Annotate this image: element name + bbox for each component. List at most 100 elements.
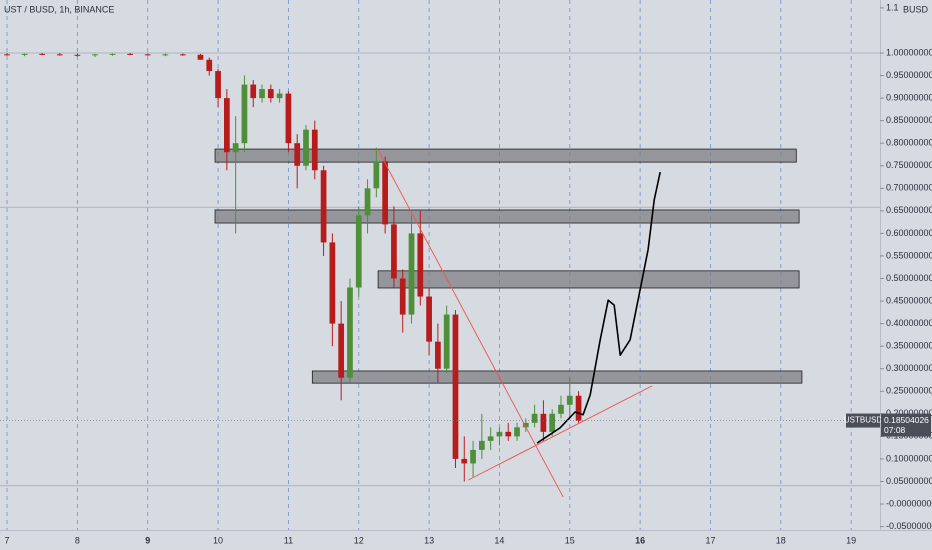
- y-tick-label: 0.75000000: [886, 160, 932, 170]
- candle-body: [373, 161, 380, 189]
- y-tick-label: 0.20000000: [886, 408, 932, 418]
- candle-body: [364, 188, 371, 216]
- y-tick-label: 1.1: [886, 2, 899, 12]
- candle-body: [426, 296, 432, 342]
- candle-body: [276, 93, 283, 99]
- candle-body: [180, 54, 186, 56]
- y-tick-label: 0.85000000: [886, 115, 932, 125]
- y-tick-label: 0.25000000: [886, 386, 932, 396]
- zone: [377, 270, 800, 289]
- y-tick-label: 0.70000000: [886, 183, 932, 193]
- currency-label: BUSD: [903, 4, 929, 14]
- candle-body: [399, 278, 406, 315]
- y-tick-label: 0.90000000: [886, 92, 932, 102]
- y-tick-label: 0.95000000: [886, 70, 932, 80]
- candle-body: [197, 54, 204, 60]
- candle-body: [549, 413, 556, 432]
- y-tick-label: 0.35000000: [886, 341, 932, 351]
- y-tick-label: 0.40000000: [886, 318, 932, 328]
- y-tick-label: 0.45000000: [886, 295, 932, 305]
- candle-body: [241, 84, 248, 144]
- candle-body: [478, 440, 485, 450]
- candle-body: [206, 59, 213, 72]
- candle-body: [531, 413, 538, 423]
- countdown-label: 07:08: [884, 425, 906, 435]
- candle-body: [382, 161, 388, 225]
- candle-body: [391, 224, 397, 279]
- x-tick-label: 11: [284, 535, 293, 545]
- zone: [214, 148, 797, 163]
- candle-body: [267, 89, 274, 99]
- candle-body: [21, 53, 28, 55]
- overlay: [0, 149, 880, 498]
- candle-body: [355, 215, 362, 288]
- candle-body: [285, 93, 292, 144]
- x-tick-label: 16: [635, 535, 645, 545]
- y-tick-label: 0.30000000: [886, 363, 932, 373]
- symbol-badge: [846, 413, 880, 428]
- trendline: [467, 385, 653, 481]
- candle-body: [514, 427, 520, 437]
- candle-body: [294, 143, 301, 166]
- candle-body: [522, 422, 529, 428]
- candle-body: [74, 54, 81, 56]
- candle-body: [347, 287, 353, 378]
- candle-body: [320, 170, 327, 243]
- candle-body: [496, 431, 503, 437]
- last-price-label: 0.18504026: [884, 415, 929, 425]
- candle-body: [566, 395, 573, 405]
- projection-curve: [536, 171, 661, 444]
- x-tick-label: 9: [145, 535, 150, 545]
- x-tick-label: 8: [75, 535, 80, 545]
- candle-body: [505, 431, 512, 437]
- candle-body: [127, 53, 133, 55]
- candle-body: [303, 129, 309, 166]
- y-tick-label: 0.10000000: [886, 453, 932, 463]
- candle-body: [558, 404, 564, 414]
- candle-body: [461, 458, 468, 464]
- y-tick-label: 0.80000000: [886, 138, 932, 148]
- chart-title: UST / BUSD, 1h, BINANCE: [4, 4, 114, 14]
- x-tick-label: 14: [494, 535, 504, 545]
- candle-body: [250, 84, 257, 99]
- candle-body: [470, 449, 476, 464]
- x-tick-label: 18: [776, 535, 786, 545]
- candle-body: [435, 341, 441, 369]
- candle-body: [224, 98, 230, 153]
- x-tick-label: 13: [424, 535, 434, 545]
- candle-body: [443, 314, 450, 369]
- y-tick-label: 1.00000000: [886, 47, 932, 57]
- zone: [214, 209, 800, 224]
- candle-body: [144, 54, 151, 56]
- y-tick-label: 0.60000000: [886, 228, 932, 238]
- candle-body: [540, 413, 547, 432]
- candle-body: [487, 436, 494, 441]
- candle-body: [575, 395, 582, 421]
- y-tick-label: -0.05000000: [886, 521, 932, 531]
- price-badge: [881, 413, 931, 437]
- candle-body: [417, 233, 424, 297]
- candle-body: [232, 143, 239, 153]
- candle-body: [329, 242, 336, 324]
- x-tick-label: 15: [565, 535, 575, 545]
- trendline: [377, 149, 564, 498]
- candles: [4, 52, 582, 482]
- grid: [0, 0, 880, 530]
- candle-body: [109, 53, 116, 55]
- y-tick-label: 0.50000000: [886, 273, 932, 283]
- y-tick-label: 0.55000000: [886, 250, 932, 260]
- candle-body: [215, 71, 221, 99]
- candle-body: [408, 233, 415, 315]
- candle-body: [338, 323, 345, 378]
- x-tick-label: 12: [354, 535, 364, 545]
- y-tick-label: 0.05000000: [886, 476, 932, 486]
- x-tick-label: 7: [5, 535, 10, 545]
- candle-body: [4, 54, 10, 56]
- x-tick-label: 17: [705, 535, 715, 545]
- zone: [311, 370, 803, 384]
- candle-body: [162, 54, 169, 56]
- candle-body: [259, 89, 265, 99]
- symbol-label: USTBUSD: [844, 416, 882, 425]
